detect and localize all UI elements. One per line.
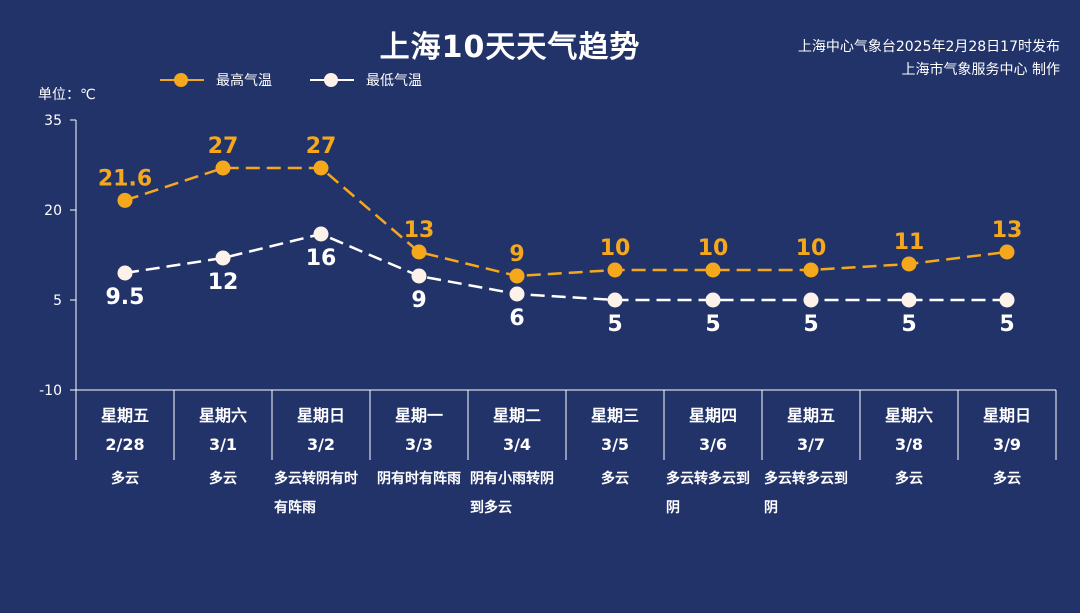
high-temp-label: 10 bbox=[796, 236, 827, 261]
x-tick-weekday: 星期日 bbox=[297, 406, 345, 425]
x-tick-date: 3/6 bbox=[699, 435, 727, 454]
low-temp-point bbox=[607, 292, 623, 308]
weather-condition: 阴有时有阵雨 bbox=[377, 471, 461, 487]
high-temp-label: 13 bbox=[992, 218, 1023, 243]
weather-conditions-row: 多云 多云 多云转阴有时有阵雨 阴有时有阵雨 阴有小雨转阴到多云 多云 多云转多云到阴 多云转… bbox=[76, 465, 1056, 523]
high-temp-point bbox=[901, 256, 917, 272]
low-temp-point bbox=[313, 226, 329, 242]
high-temp-point bbox=[215, 160, 231, 176]
legend-low-line bbox=[310, 73, 354, 87]
x-tick-weekday: 星期六 bbox=[199, 406, 247, 425]
legend-low: 最低气温 bbox=[310, 70, 422, 90]
x-tick-weekday: 星期五 bbox=[787, 406, 835, 425]
x-tick-weekday: 星期二 bbox=[493, 406, 541, 425]
x-tick-weekday: 星期日 bbox=[983, 406, 1031, 425]
low-temp-point bbox=[117, 265, 133, 281]
weather-condition: 多云 bbox=[993, 471, 1021, 487]
high-temp-point bbox=[999, 244, 1015, 260]
low-temp-label: 16 bbox=[306, 246, 337, 271]
y-tick-label: 20 bbox=[44, 203, 62, 219]
x-tick-weekday: 星期五 bbox=[101, 406, 149, 425]
low-temp-label: 5 bbox=[607, 312, 622, 337]
low-temp-label: 12 bbox=[208, 270, 239, 295]
y-tick-label: 35 bbox=[44, 113, 62, 129]
weather-condition: 多云转多云到阴 bbox=[666, 471, 750, 516]
high-temp-point bbox=[607, 262, 623, 278]
high-temp-label: 9 bbox=[509, 242, 524, 267]
legend-low-label: 最低气温 bbox=[366, 73, 422, 89]
x-tick-weekday: 星期一 bbox=[395, 406, 443, 425]
issuer-info: 上海中心气象台2025年2月28日17时发布 上海市气象服务中心 制作 bbox=[798, 36, 1060, 82]
x-tick-date: 3/5 bbox=[601, 435, 629, 454]
x-tick-date: 3/4 bbox=[503, 435, 531, 454]
high-temp-label: 10 bbox=[600, 236, 631, 261]
low-temp-label: 5 bbox=[999, 312, 1014, 337]
weather-condition: 多云转多云到阴 bbox=[764, 471, 848, 516]
y-tick-label: -10 bbox=[39, 383, 62, 399]
low-temp-label: 5 bbox=[803, 312, 818, 337]
x-tick-weekday: 星期四 bbox=[689, 406, 737, 425]
chart-title: 上海10天天气趋势 bbox=[379, 30, 641, 65]
low-temp-point bbox=[411, 268, 427, 284]
weather-condition: 多云 bbox=[209, 471, 237, 487]
high-temp-line bbox=[124, 166, 1008, 278]
legend-high-marker bbox=[174, 73, 188, 87]
y-tick-label: 5 bbox=[53, 293, 62, 309]
low-temp-point bbox=[803, 292, 819, 308]
x-tick-date: 3/2 bbox=[307, 435, 335, 454]
low-temp-point bbox=[705, 292, 721, 308]
x-tick-date: 3/9 bbox=[993, 435, 1021, 454]
legend-high: 最高气温 bbox=[160, 70, 272, 90]
high-temp-point bbox=[411, 244, 427, 260]
low-temp-point bbox=[999, 292, 1015, 308]
high-temp-point bbox=[705, 262, 721, 278]
legend-high-label: 最高气温 bbox=[216, 73, 272, 89]
legend-low-marker bbox=[324, 73, 338, 87]
weather-condition: 多云 bbox=[111, 471, 139, 487]
low-temp-label: 6 bbox=[509, 306, 524, 331]
high-temp-point bbox=[803, 262, 819, 278]
low-temp-point bbox=[509, 286, 525, 302]
weather-condition: 多云 bbox=[601, 471, 629, 487]
x-tick-weekday: 星期六 bbox=[885, 406, 933, 425]
low-temp-point bbox=[215, 250, 231, 266]
high-temp-label: 11 bbox=[894, 230, 925, 255]
legend-high-line bbox=[160, 73, 204, 87]
high-temp-point bbox=[117, 192, 133, 208]
low-temp-label: 5 bbox=[705, 312, 720, 337]
high-temp-label: 10 bbox=[698, 236, 729, 261]
x-tick-date: 3/7 bbox=[797, 435, 825, 454]
x-tick-date: 3/3 bbox=[405, 435, 433, 454]
x-tick-weekday: 星期三 bbox=[591, 406, 639, 425]
issuer-line-2: 上海市气象服务中心 制作 bbox=[901, 62, 1060, 78]
issuer-line-1: 上海中心气象台2025年2月28日17时发布 bbox=[797, 39, 1060, 55]
high-temp-point bbox=[313, 160, 329, 176]
weather-condition: 多云转阴有时有阵雨 bbox=[274, 471, 358, 516]
low-temp-label: 5 bbox=[901, 312, 916, 337]
low-temp-point bbox=[901, 292, 917, 308]
x-tick-date: 3/8 bbox=[895, 435, 923, 454]
low-temp-label: 9 bbox=[411, 288, 426, 313]
unit-label: 单位：℃ bbox=[38, 87, 96, 103]
x-tick-date: 2/28 bbox=[105, 435, 144, 454]
low-temp-label: 9.5 bbox=[106, 285, 145, 310]
high-temp-point bbox=[509, 268, 525, 284]
weather-condition: 阴有小雨转阴到多云 bbox=[470, 471, 554, 516]
weather-condition: 多云 bbox=[895, 471, 923, 487]
high-temp-label: 27 bbox=[208, 134, 239, 159]
high-temp-label: 21.6 bbox=[98, 166, 152, 191]
high-temp-label: 27 bbox=[306, 134, 337, 159]
high-temp-label: 13 bbox=[404, 218, 435, 243]
low-temp-line bbox=[124, 232, 1007, 302]
x-tick-date: 3/1 bbox=[209, 435, 237, 454]
